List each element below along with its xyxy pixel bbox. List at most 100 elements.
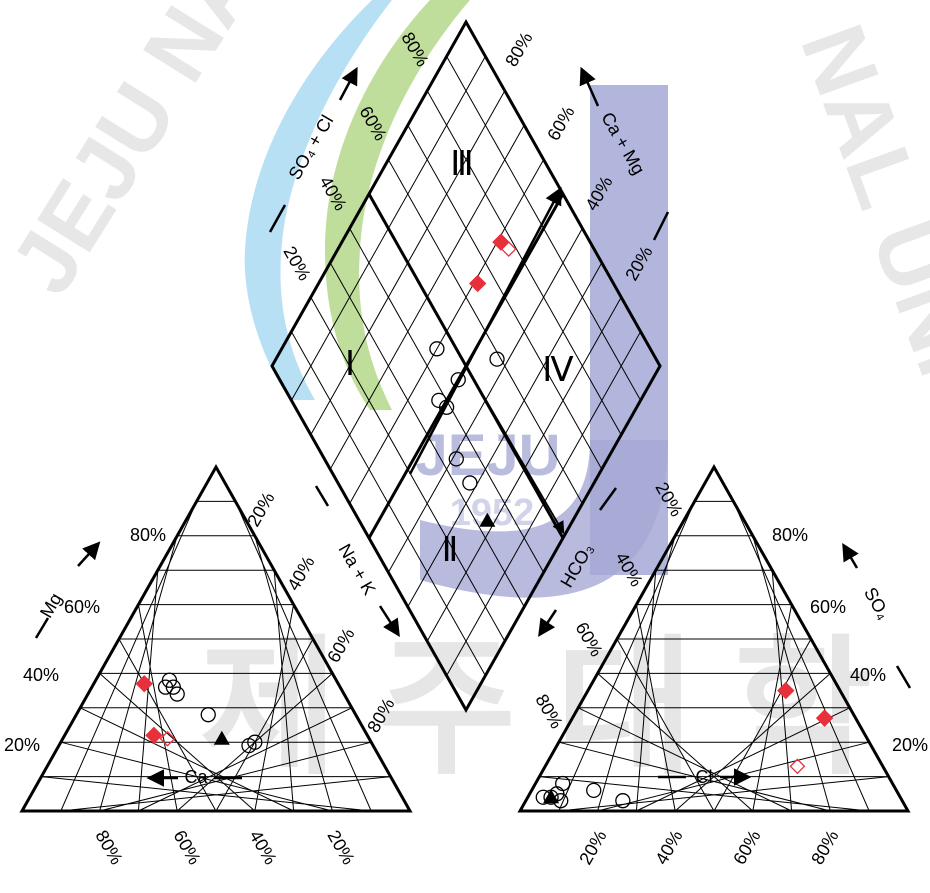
cation-grid-a-7 — [79, 707, 294, 812]
watermark-jeju: JEJU — [415, 423, 560, 488]
na-k-arrow-tail — [314, 485, 330, 507]
anion-grid-b-8 — [752, 535, 831, 812]
cation-right-tick-1: 20% — [243, 489, 278, 530]
anion-bottom-tick-1: 20% — [575, 827, 610, 868]
mg-axis-title: Mg — [36, 590, 66, 622]
anion-point-s0-0 — [777, 681, 795, 700]
cation-right-tick-2: 40% — [283, 553, 318, 594]
cation-bottom-tick-3: 40% — [245, 827, 280, 868]
so4-arrow-tail — [895, 665, 912, 689]
cation-grid-b-6 — [254, 604, 295, 812]
diamond-point-s2-5 — [489, 351, 505, 367]
cation-grid-b-7 — [273, 570, 295, 812]
anion-point-s1-0 — [789, 758, 806, 775]
zone-IV: Ⅳ — [542, 351, 574, 389]
anion-grid-a-9 — [539, 776, 870, 812]
cation-bottom-tick-4: 20% — [323, 827, 358, 868]
diamond-upper-right-tick-4: 80% — [501, 29, 536, 70]
cation-point-s1-0 — [159, 730, 176, 747]
so4-cl-arrow-tail — [268, 204, 287, 233]
cation-grid-b-8 — [254, 535, 333, 812]
anion-bottom-tick-2: 40% — [651, 827, 686, 868]
anion-grid-a-7 — [577, 707, 792, 812]
diamond-point-s0-1 — [492, 233, 510, 251]
cation-bottom-tick-2: 60% — [169, 827, 204, 868]
na-k-axis-title: Na + K — [335, 540, 380, 598]
mg-arrow-tail — [34, 617, 50, 639]
diamond-point-s3-0 — [479, 512, 496, 527]
cation-grid-a-8 — [60, 741, 333, 812]
cl-axis-title: Cl — [696, 767, 713, 787]
cation-left-tick-4: 80% — [130, 525, 166, 545]
anion-point-s2-4 — [586, 782, 602, 799]
watermark-purple-hook — [420, 440, 668, 598]
cation-point-s2-4 — [200, 707, 216, 723]
anion-right-tick-2: 40% — [850, 665, 886, 685]
so4-arrow-head — [842, 542, 859, 569]
anion-grid-b-9 — [732, 501, 870, 812]
anion-right-tick-3: 60% — [810, 597, 846, 617]
cation-point-s3-0 — [213, 730, 230, 745]
cation-bottom-tick-1: 80% — [91, 827, 126, 868]
ca-mg-arrow-tail — [652, 211, 670, 241]
cation-left-tick-1: 20% — [4, 735, 40, 755]
hco3-arrow-tail — [598, 487, 618, 511]
diamond-outline — [270, 18, 662, 714]
zone-II: Ⅱ — [442, 531, 459, 569]
cation-grid-b-9 — [234, 501, 372, 812]
anion-right-tick-1: 20% — [892, 735, 928, 755]
watermark-blue-swoosh — [244, 0, 392, 400]
diamond-point-s2-6 — [462, 475, 478, 491]
hco3-arrow-head — [538, 609, 558, 637]
cation-grid-b-5 — [215, 638, 314, 812]
diamond-point-s1-0 — [500, 241, 517, 257]
so4-axis-title: SO₄ — [860, 584, 894, 623]
watermark-year: 1952 — [450, 492, 535, 534]
diamond-point-s2-0 — [448, 451, 464, 467]
anion-grid-a-6 — [597, 673, 754, 812]
cation-grid-a-9 — [41, 776, 372, 812]
na-k-arrow-head — [378, 605, 400, 637]
anion-grid-a-8 — [558, 741, 831, 812]
cation-triangle-outline — [19, 463, 413, 813]
data-points — [135, 233, 834, 809]
anion-bottom-tick-3: 60% — [729, 827, 764, 868]
anion-bottom-tick-4: 80% — [807, 827, 842, 868]
diamond-point-s0-0 — [468, 274, 487, 293]
ca-axis-title: Ca — [184, 767, 208, 787]
cation-left-tick-2: 40% — [23, 665, 59, 685]
anion-point-s2-5 — [615, 793, 631, 809]
anion-triangle-outline — [517, 463, 911, 813]
diamond-upper-left-tick-1: 20% — [279, 243, 314, 284]
diamond-point-s2-3 — [429, 341, 445, 357]
diamond-upper-right-tick-3: 60% — [543, 103, 578, 144]
cation-point-s2-6 — [241, 737, 257, 754]
cation-point-s2-1 — [157, 679, 174, 695]
cation-point-s2-3 — [169, 686, 185, 702]
zone-I: Ⅰ — [345, 345, 355, 383]
watermark-green-swoosh — [325, 0, 470, 410]
cation-grid-a-5 — [118, 638, 217, 812]
anion-point-s3-0 — [543, 789, 560, 804]
cation-left-tick-3: 60% — [64, 597, 100, 617]
cation-point-s0-0 — [135, 675, 153, 693]
ca-mg-arrow-head — [579, 66, 600, 107]
cation-point-s0-1 — [145, 726, 163, 745]
anion-grid-b-6 — [752, 604, 793, 812]
diamond-arrow-down — [465, 365, 565, 535]
anion-right-tick-4: 80% — [772, 525, 808, 545]
watermark-arc-right: NAL UNI — [781, 13, 930, 389]
anion-point-s0-1 — [815, 709, 834, 727]
diamond-point-s2-4 — [450, 372, 466, 388]
axis-arrows — [34, 66, 912, 787]
anion-grid-a-5 — [616, 638, 715, 812]
anion-point-s2-3 — [555, 775, 571, 792]
watermark-arc-left: JEJU NA — [0, 0, 278, 311]
so4-cl-arrow-head — [338, 66, 358, 101]
mg-arrow-head — [77, 541, 101, 567]
diamond-arrow-up — [408, 186, 562, 475]
diamond-point-s2-2 — [431, 392, 447, 409]
cation-grid-a-6 — [99, 673, 256, 812]
anion-grid-b-5 — [713, 638, 812, 812]
